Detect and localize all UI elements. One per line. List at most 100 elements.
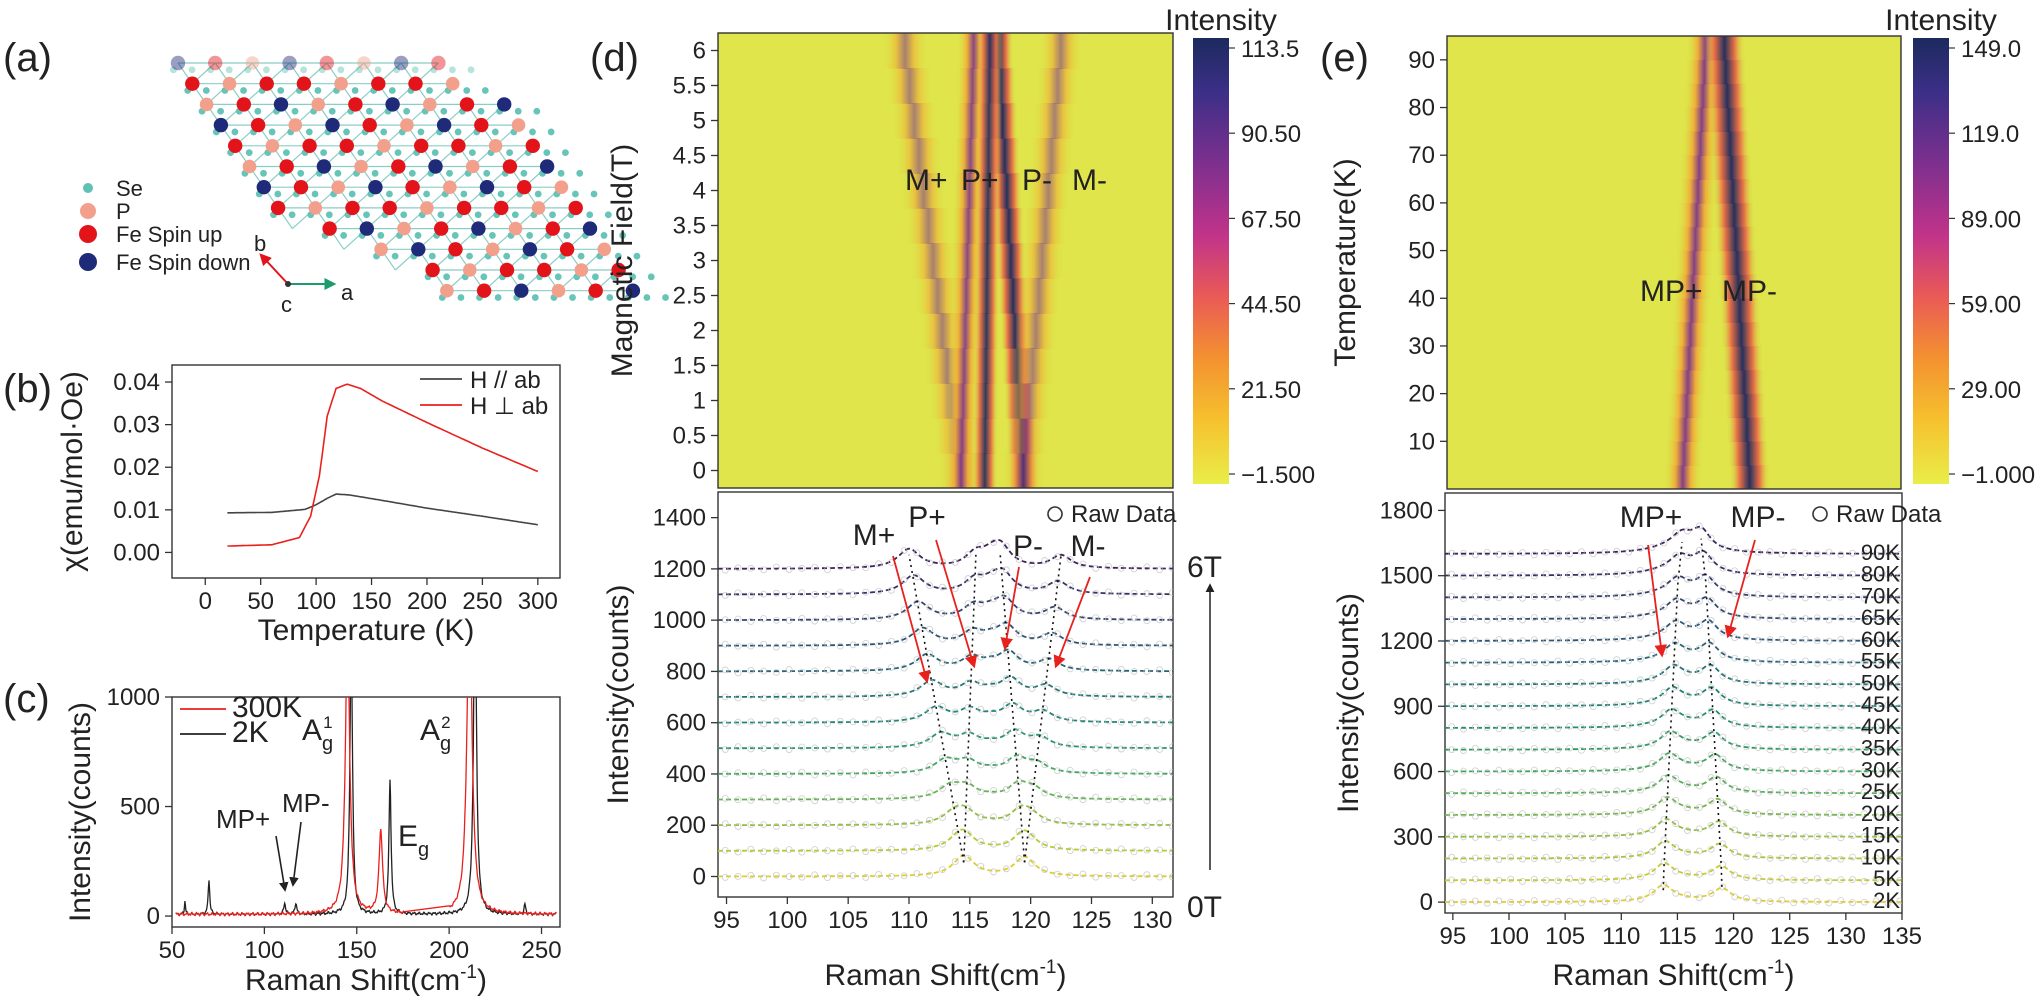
- raw-data-point: [1530, 681, 1538, 689]
- raw-data-point: [1636, 895, 1644, 903]
- raw-data-point: [913, 549, 921, 557]
- raw-data-point: [1130, 719, 1138, 727]
- fit-curve: [1445, 596, 1902, 620]
- raw-data-point: [760, 794, 768, 802]
- se-atom: [517, 273, 525, 281]
- heatmap-band: [1039, 33, 1082, 69]
- raw-data-point: [887, 794, 895, 802]
- p-atom: [488, 139, 503, 153]
- raw-data-point: [1849, 768, 1857, 776]
- raw-data-point: [1028, 709, 1036, 717]
- raw-data-point: [1519, 899, 1526, 907]
- raw-data-point: [1625, 873, 1633, 881]
- heatmap-band: [976, 138, 1001, 174]
- raw-data-point: [1872, 790, 1880, 798]
- raw-data-point: [1884, 769, 1892, 777]
- raw-data-point: [1719, 755, 1727, 763]
- raw-data-point: [1495, 856, 1503, 864]
- colorbar-tick-label: 113.5: [1241, 36, 1299, 63]
- se-atom: [314, 87, 322, 94]
- temperature-label: 65K: [1861, 605, 1900, 630]
- x-tick-label: 135: [1882, 923, 1922, 950]
- raw-data-point: [1825, 789, 1833, 797]
- raw-data-point: [1542, 570, 1550, 578]
- raw-data-point: [875, 822, 883, 830]
- raw-data-point: [1156, 616, 1164, 624]
- raw-data-point: [862, 768, 870, 776]
- raw-data-point: [1813, 812, 1821, 820]
- raw-data-point: [1554, 725, 1562, 733]
- x-tick-label: 115: [951, 907, 989, 934]
- raw-data-point: [1028, 778, 1036, 786]
- heatmap-band: [1672, 298, 1711, 323]
- raw-data-point: [1684, 848, 1691, 856]
- raw-data-point: [926, 816, 934, 824]
- raw-data-point: [1766, 571, 1774, 579]
- raw-data-point: [785, 746, 793, 754]
- raw-data-point: [1754, 897, 1762, 905]
- fe-spin-down-atom: [316, 159, 332, 174]
- raw-data-point: [1079, 615, 1087, 623]
- se-atom: [348, 190, 356, 198]
- raw-data-point: [1066, 556, 1074, 563]
- raw-data-point: [1884, 810, 1892, 818]
- y-axis-label: Intensity(counts): [1332, 593, 1365, 813]
- y-tick-label: 0.04: [113, 369, 160, 396]
- raw-data-point: [862, 667, 870, 675]
- se-atom: [281, 66, 289, 74]
- raw-data-point: [1695, 782, 1703, 790]
- raw-data-point: [1577, 831, 1585, 839]
- raw-data-point: [1648, 868, 1656, 876]
- y-tick-label: 3: [693, 248, 706, 275]
- raw-data-point: [1613, 854, 1621, 862]
- raw-data-point: [1460, 833, 1467, 841]
- raw-data-point: [1168, 848, 1173, 856]
- raw-data-point: [1530, 614, 1538, 621]
- heatmap-band: [1011, 348, 1054, 384]
- raw-data-point: [1156, 819, 1164, 827]
- raw-data-point: [1754, 548, 1762, 556]
- raw-data-point: [1554, 897, 1562, 905]
- se-atom: [446, 169, 453, 177]
- p-atom: [531, 201, 546, 215]
- raw-data-point: [1566, 550, 1574, 558]
- heatmap-band: [977, 33, 1003, 69]
- se-atom: [207, 66, 215, 74]
- raw-data-point: [836, 642, 844, 650]
- x-axis-label: Raman Shift(cm-1): [1553, 957, 1795, 992]
- y-tick-label: 4: [693, 178, 706, 205]
- raw-data-point: [1648, 826, 1656, 834]
- se-atom: [311, 190, 319, 198]
- raw-data-point: [1041, 732, 1049, 740]
- raw-data-point: [1542, 701, 1550, 709]
- raw-data-point: [1519, 747, 1526, 755]
- fe-spin-up-atom: [451, 138, 466, 153]
- raw-data-point: [1884, 679, 1892, 687]
- raw-data-point: [849, 691, 857, 699]
- se-atom: [483, 169, 491, 177]
- raw-data-point: [1672, 596, 1680, 604]
- raw-data-point: [798, 743, 806, 751]
- raw-data-point: [1117, 718, 1125, 726]
- raw-data-point: [798, 795, 806, 803]
- se-atom: [300, 66, 308, 74]
- x-tick-label: 200: [429, 937, 469, 964]
- se-atom: [451, 232, 459, 239]
- se-atom: [393, 66, 401, 74]
- y-tick-label: 0.00: [113, 539, 160, 566]
- heatmap-band: [975, 208, 1001, 244]
- raw-data-point: [1143, 797, 1151, 805]
- raw-data-point: [1483, 594, 1491, 601]
- raw-data-point: [1860, 833, 1868, 841]
- y-tick-label: 0.01: [113, 497, 160, 524]
- raw-data-point: [1601, 569, 1609, 577]
- se-atom: [380, 128, 388, 136]
- se-atom: [534, 190, 542, 198]
- raw-data-point: [939, 703, 946, 710]
- fe-spin-down-atom: [213, 117, 229, 133]
- raw-data-point: [1837, 658, 1845, 666]
- temperature-label: 80K: [1861, 562, 1900, 587]
- raw-data-point: [1731, 893, 1739, 901]
- raw-data-point: [760, 821, 768, 828]
- temperature-label: 20K: [1861, 801, 1900, 826]
